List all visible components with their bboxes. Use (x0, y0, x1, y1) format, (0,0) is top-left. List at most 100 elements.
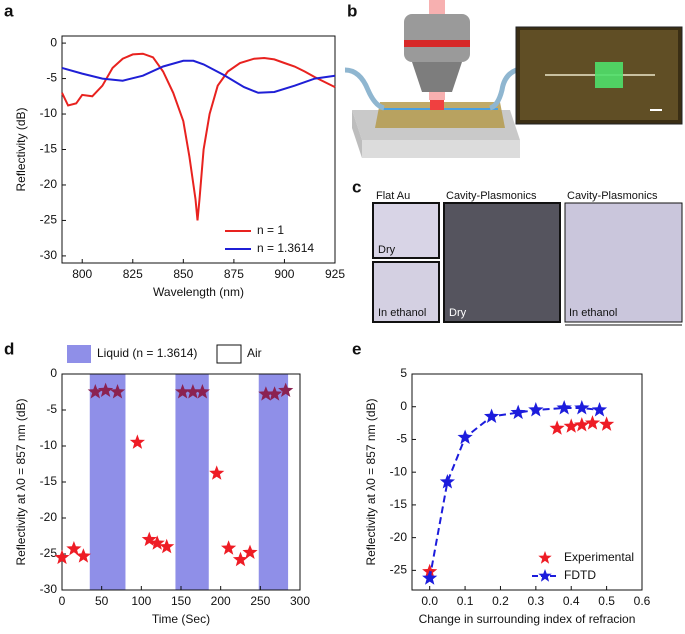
star-marker (75, 548, 91, 563)
series-line (61, 52, 336, 221)
legend-label: Liquid (n = 1.3614) (97, 346, 197, 360)
panel-label: b (347, 1, 357, 20)
micrograph-title: Cavity-Plasmonics (567, 190, 658, 202)
star-marker (484, 408, 500, 423)
setup-illustration (344, 0, 526, 158)
star-marker (109, 384, 126, 399)
x-tick-label: 50 (95, 594, 109, 608)
micrograph-title: Cavity-Plasmonics (446, 190, 537, 202)
star-marker (54, 549, 70, 565)
region (175, 374, 209, 590)
x-tick-label: 0.4 (563, 594, 580, 608)
y-tick-label: -10 (390, 464, 408, 478)
y-tick-label: -5 (46, 402, 57, 416)
x-axis-label: Wavelength (nm) (153, 285, 244, 299)
x-tick-label: 0.6 (634, 594, 651, 608)
star-marker (175, 384, 191, 399)
y-tick-label: -30 (40, 248, 58, 262)
y-tick-label: 0 (50, 35, 57, 49)
legend-marker (538, 569, 552, 582)
plot-frame (411, 373, 643, 591)
x-tick-label: 900 (274, 267, 294, 281)
star-marker (584, 415, 601, 430)
y-tick-label: -5 (396, 432, 407, 446)
star-marker (574, 417, 590, 432)
x-tick-label: 250 (250, 594, 270, 608)
x-tick-label: 0.2 (492, 594, 509, 608)
legend-swatch (216, 344, 242, 364)
star-marker (185, 384, 201, 399)
y-tick-label: -15 (40, 142, 58, 156)
region (89, 374, 126, 590)
x-tick-label: 0.0 (421, 594, 438, 608)
y-tick-label: 5 (400, 366, 407, 380)
y-tick-label: -5 (46, 71, 57, 85)
panel-label: e (352, 339, 361, 358)
x-tick-label: 925 (325, 267, 345, 281)
star-marker (556, 400, 572, 415)
star-marker (574, 400, 590, 415)
legend-label: n = 1 (257, 223, 284, 237)
y-tick-label: -30 (40, 582, 58, 596)
star-marker (87, 384, 103, 399)
series-line (428, 407, 600, 579)
region (258, 374, 289, 590)
x-tick-label: 0 (59, 594, 66, 608)
star-marker (267, 386, 283, 401)
y-tick-label: -15 (390, 497, 408, 511)
y-tick-label: -25 (40, 213, 58, 227)
star-marker (457, 429, 473, 444)
panel-label: d (4, 339, 14, 358)
legend-label: n = 1.3614 (257, 241, 314, 255)
y-tick-label: -10 (40, 106, 58, 120)
x-tick-label: 800 (72, 267, 92, 281)
x-tick-label: 0.1 (457, 594, 474, 608)
micrograph-title: Flat Au (376, 190, 410, 202)
star-marker (98, 382, 114, 397)
star-marker (66, 541, 82, 556)
star-marker (159, 538, 175, 554)
star-marker (563, 418, 579, 433)
x-tick-label: 850 (173, 267, 193, 281)
star-marker (591, 402, 608, 417)
chip-photo (515, 26, 683, 125)
micrograph-label: In ethanol (378, 307, 426, 319)
star-marker (422, 570, 438, 585)
y-axis-label: Reflectivity (dB) (14, 107, 28, 191)
x-tick-label: 100 (131, 594, 151, 608)
star-marker (194, 384, 210, 399)
x-tick-label: 825 (123, 267, 143, 281)
x-axis-label: Time (Sec) (152, 612, 210, 626)
star-marker (141, 531, 157, 547)
y-tick-label: -10 (40, 438, 58, 452)
star-marker (528, 402, 544, 417)
star-marker (221, 540, 237, 555)
x-tick-label: 300 (290, 594, 310, 608)
y-axis-label: Reflectivity at λ0 = 857 nm (dB) (14, 398, 28, 565)
legend-label: FDTD (564, 568, 596, 582)
series-line (61, 59, 336, 94)
panel-label: c (352, 177, 361, 196)
star-marker (149, 535, 165, 550)
star-marker (258, 386, 274, 401)
x-tick-label: 875 (224, 267, 244, 281)
star-marker (232, 551, 249, 567)
y-tick-label: -15 (40, 474, 58, 488)
y-tick-label: -25 (390, 563, 408, 577)
legend-marker (538, 551, 552, 564)
y-axis-label: Reflectivity at λ0 = 857 nm (dB) (364, 398, 378, 565)
legend-label: Air (247, 346, 262, 360)
micrograph-label: In ethanol (569, 307, 617, 319)
panel-label: a (4, 1, 14, 20)
y-tick-label: -20 (40, 510, 58, 524)
x-tick-label: 150 (171, 594, 191, 608)
micrographs (372, 202, 683, 326)
x-tick-label: 0.3 (528, 594, 545, 608)
y-tick-label: -20 (390, 530, 408, 544)
star-marker (599, 416, 615, 431)
star-marker (510, 404, 526, 420)
star-marker (278, 382, 294, 397)
x-axis-label: Change in surrounding index of refracion (419, 612, 636, 626)
y-tick-label: 0 (50, 366, 57, 380)
